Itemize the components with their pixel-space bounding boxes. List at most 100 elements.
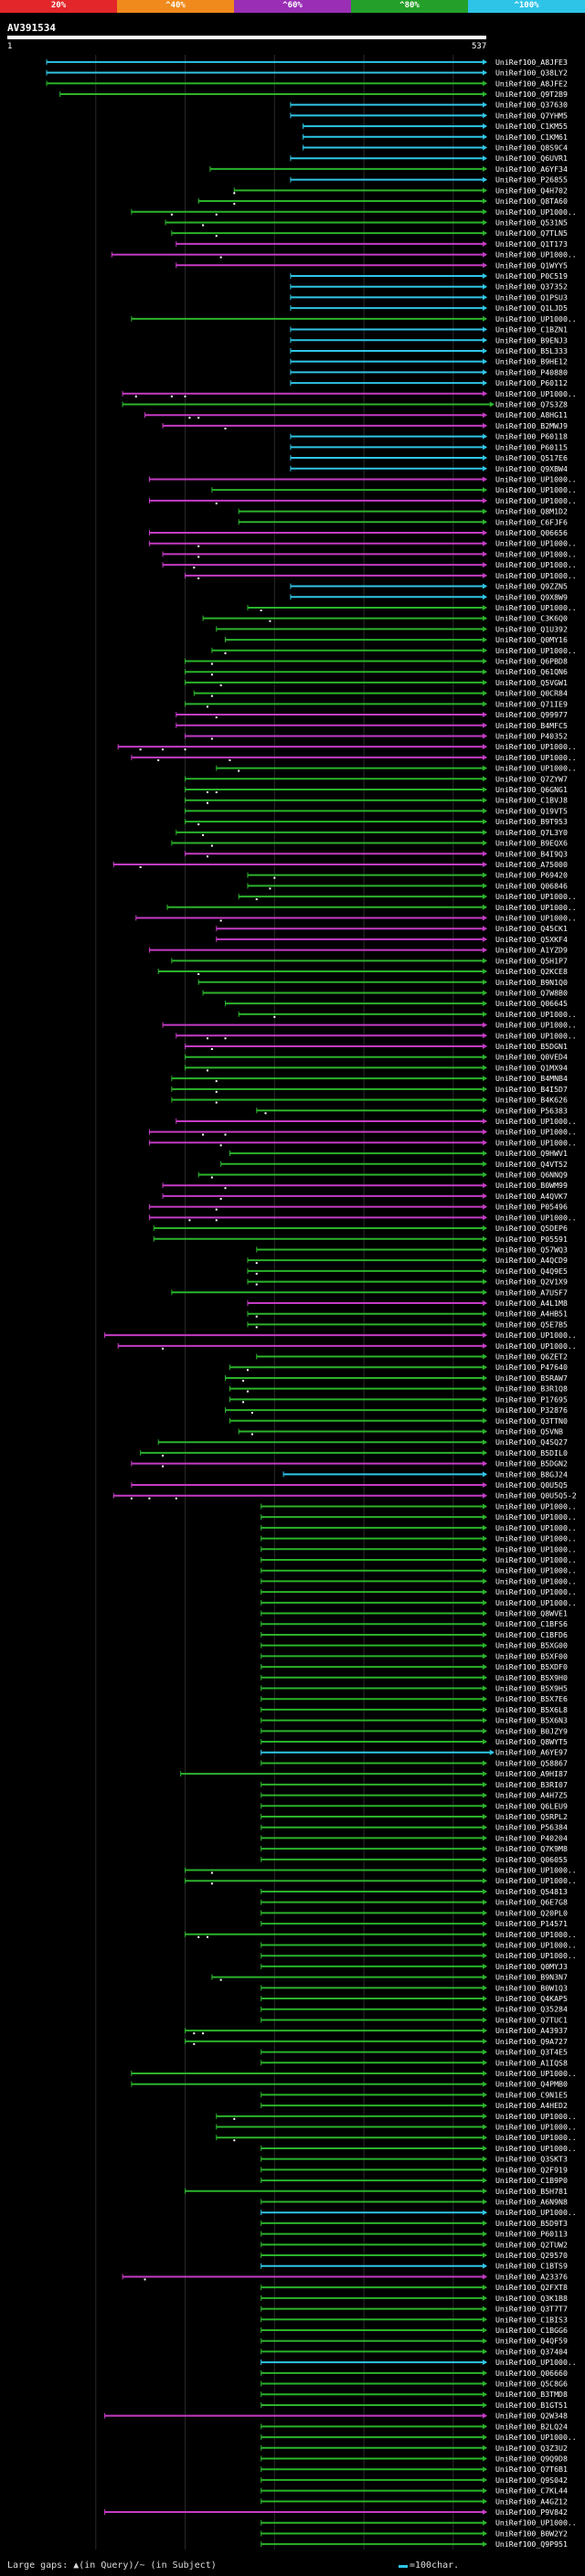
alignment-end-arrow	[483, 337, 487, 344]
alignment-end-arrow	[483, 979, 487, 985]
gap-marker	[193, 567, 196, 569]
alignment-end-arrow	[483, 1150, 487, 1157]
alignment-end-arrow	[483, 1278, 487, 1285]
alignment-end-arrow	[483, 637, 487, 643]
alignment-end-arrow	[483, 1460, 487, 1467]
hit-label: UniRef100_C1KM55	[495, 122, 568, 131]
gap-marker	[202, 833, 205, 836]
hit-label: UniRef100_Q5XKF4	[495, 935, 568, 944]
alignment-end-arrow	[483, 283, 487, 290]
alignment-end-arrow	[483, 1974, 487, 1980]
alignment-end-arrow	[483, 936, 487, 942]
alignment-end-arrow	[483, 1610, 487, 1617]
gap-marker	[273, 1015, 276, 1018]
alignment-end-arrow	[483, 123, 487, 130]
gap-marker	[157, 758, 160, 761]
alignment-end-arrow	[483, 2380, 487, 2387]
alignment-end-arrow	[483, 1482, 487, 1489]
gap-marker	[188, 1219, 191, 1222]
hit-label: UniRef100_Q37352	[495, 282, 568, 292]
hit-label: UniRef100_UP1000..	[495, 1587, 577, 1596]
gap-marker	[197, 973, 200, 976]
hit-label: UniRef100_B5L333	[495, 346, 568, 355]
alignment-end-arrow	[483, 658, 487, 664]
hit-label: UniRef100_B9HE12	[495, 357, 568, 366]
alignment-end-arrow	[483, 1353, 487, 1360]
alignment-end-arrow	[483, 112, 487, 119]
alignment-end-arrow	[483, 1310, 487, 1317]
alignment-end-arrow	[483, 2359, 487, 2366]
scale-legend-text: =100char.	[410, 2560, 460, 2571]
hit-label: UniRef100_B1GT51	[495, 2401, 568, 2410]
hit-label: UniRef100_P26855	[495, 175, 568, 185]
gap-marker	[162, 748, 165, 751]
hit-label: UniRef100_B2MWJ9	[495, 421, 568, 430]
hit-label: UniRef100_B5RAW7	[495, 1373, 568, 1383]
hit-label: UniRef100_B4I5D7	[495, 1085, 568, 1094]
hit-label: UniRef100_A1IQS8	[495, 2058, 568, 2067]
gap-marker	[170, 395, 173, 398]
hit-label: UniRef100_B5X6L8	[495, 1705, 568, 1714]
gap-marker	[215, 791, 218, 794]
gap-marker	[210, 844, 213, 847]
alignment-end-arrow	[483, 1407, 487, 1414]
hit-label: UniRef100_UP1000..	[495, 1523, 577, 1532]
alignment-end-arrow	[483, 615, 487, 621]
hit-label: UniRef100_C6FJF6	[495, 517, 568, 526]
gap-marker	[184, 748, 186, 751]
hit-label: UniRef100_Q3K1B8	[495, 2294, 568, 2303]
alignment-end-arrow	[483, 1374, 487, 1381]
hit-label: UniRef100_Q7TLN5	[495, 228, 568, 238]
hit-label: UniRef100_Q7ZYW7	[495, 774, 568, 783]
alignment-end-arrow	[483, 2509, 487, 2516]
alignment-end-arrow	[483, 1065, 487, 1071]
alignment-end-arrow	[483, 1492, 487, 1499]
hit-label: UniRef100_C1BFD6	[495, 1630, 568, 1639]
hit-label: UniRef100_P60115	[495, 442, 568, 451]
hit-label: UniRef100_Q0MYJ3	[495, 1962, 568, 1971]
alignment-end-arrow	[483, 690, 487, 696]
gap-marker	[219, 1978, 222, 1981]
hit-label: UniRef100_UP1000..	[495, 764, 577, 773]
gap-marker	[238, 769, 240, 772]
hit-label: UniRef100_B4MFC5	[495, 721, 568, 730]
alignment-end-arrow	[483, 787, 487, 793]
hit-label: UniRef100_UP1000..	[495, 2112, 577, 2121]
hit-label: UniRef100_UP1000..	[495, 314, 577, 323]
hit-label: UniRef100_A8JFE2	[495, 79, 568, 88]
hit-label: UniRef100_UP1000..	[495, 539, 577, 548]
alignment-end-arrow	[483, 2060, 487, 2066]
legend-footer: Large gaps: ▲(in Query)/~ (in Subject) =…	[0, 2555, 585, 2573]
gap-marker	[219, 1197, 222, 1200]
gap-marker	[206, 791, 208, 794]
gap-marker	[197, 823, 200, 826]
gap-marker	[148, 1497, 151, 1500]
alignment-end-arrow	[483, 2348, 487, 2355]
alignment-end-arrow	[483, 2017, 487, 2023]
gap-marker	[193, 2032, 196, 2035]
alignment-end-arrow	[483, 1471, 487, 1478]
alignment-end-arrow	[483, 508, 487, 514]
hit-label: UniRef100_B0WM99	[495, 1181, 568, 1190]
hit-label: UniRef100_Q71IE9	[495, 699, 568, 708]
hit-label: UniRef100_UP1000..	[495, 1930, 577, 1939]
hit-label: UniRef100_Q0CR84	[495, 689, 568, 698]
alignment-end-arrow	[483, 1033, 487, 1039]
gap-marker	[224, 1187, 227, 1190]
alignment-end-arrow	[483, 958, 487, 964]
alignment-end-arrow	[483, 305, 487, 312]
hit-label: UniRef100_Q38LY2	[495, 69, 568, 78]
hit-label: UniRef100_UP1000..	[495, 2518, 577, 2528]
hit-label: UniRef100_Q5VGW1	[495, 678, 568, 687]
alignment-end-arrow	[483, 1503, 487, 1510]
alignment-end-arrow	[483, 1332, 487, 1339]
hit-label: UniRef100_A8HG11	[495, 410, 568, 419]
hit-label: UniRef100_Q3T4E5	[495, 2048, 568, 2057]
hit-label: UniRef100_Q9S042	[495, 2475, 568, 2485]
hit-label: UniRef100_UP1000..	[495, 1876, 577, 1885]
alignment-end-arrow	[483, 1621, 487, 1627]
alignment-end-arrow	[483, 722, 487, 728]
hit-label: UniRef100_Q1LJD5	[495, 303, 568, 313]
alignment-end-arrow	[483, 679, 487, 685]
